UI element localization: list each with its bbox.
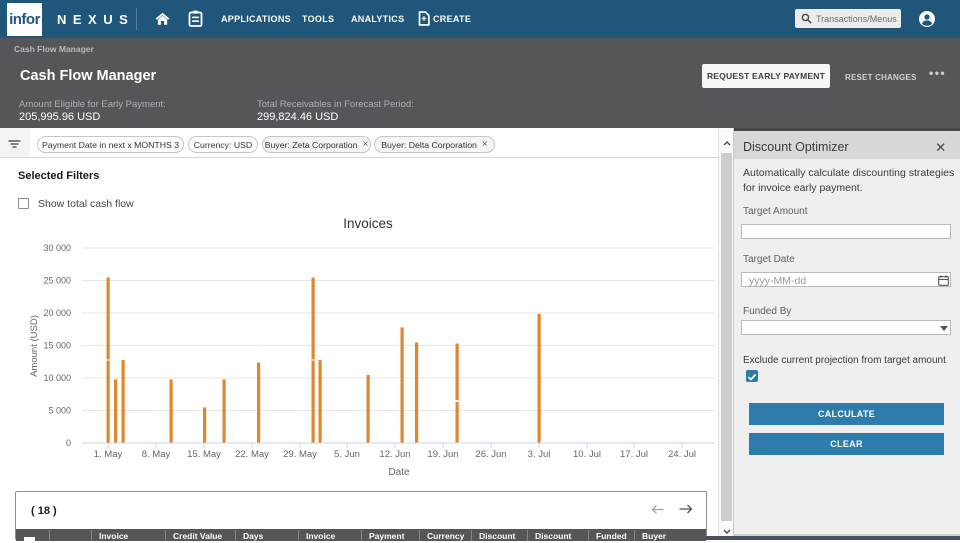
svg-text:8. May: 8. May [142, 449, 171, 460]
svg-text:3. Jul: 3. Jul [528, 449, 551, 460]
svg-text:0: 0 [66, 438, 71, 448]
svg-text:10 000: 10 000 [43, 373, 71, 383]
svg-text:20 000: 20 000 [43, 308, 71, 318]
svg-text:5 000: 5 000 [48, 406, 71, 416]
svg-text:17. Jul: 17. Jul [620, 449, 648, 460]
svg-text:15 000: 15 000 [43, 341, 71, 351]
svg-text:1. May: 1. May [94, 449, 123, 460]
svg-text:10. Jul: 10. Jul [573, 449, 601, 460]
svg-text:12. Jun: 12. Jun [379, 449, 410, 460]
svg-text:26. Jun: 26. Jun [475, 449, 506, 460]
svg-text:19. Jun: 19. Jun [427, 449, 458, 460]
svg-text:15. May: 15. May [187, 449, 221, 460]
svg-text:5. Jun: 5. Jun [334, 449, 360, 460]
svg-text:24. Jul: 24. Jul [668, 449, 696, 460]
svg-text:22. May: 22. May [235, 449, 269, 460]
svg-text:30 000: 30 000 [43, 243, 71, 253]
svg-text:29. May: 29. May [283, 449, 317, 460]
svg-text:Date: Date [388, 467, 410, 478]
svg-text:25 000: 25 000 [43, 276, 71, 286]
svg-text:Invoices: Invoices [343, 216, 393, 231]
svg-text:Amount (USD): Amount (USD) [29, 315, 40, 377]
